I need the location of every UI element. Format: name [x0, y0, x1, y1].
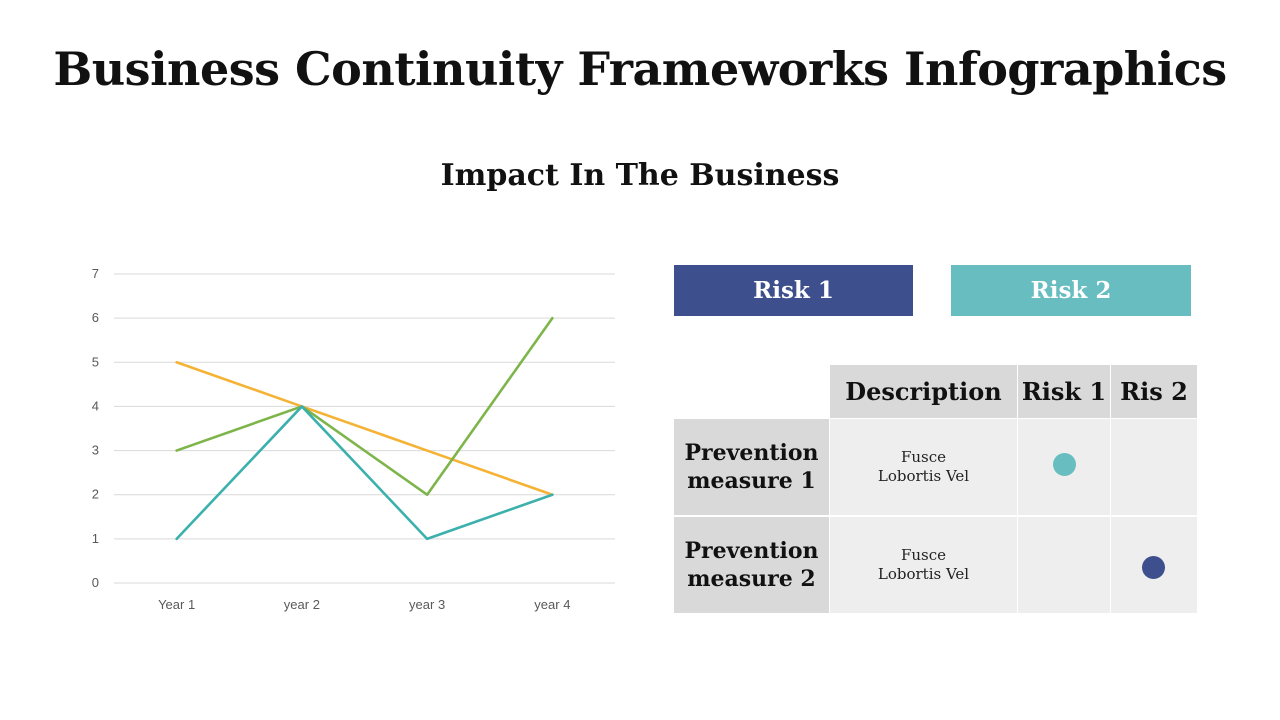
series-line-1: [175, 360, 554, 497]
row-2-label-line1: Prevention: [684, 538, 819, 564]
row-2-risk2-cell: [1111, 517, 1197, 613]
x-tick-label: year 4: [534, 597, 570, 612]
row-1-label-line2: measure 1: [687, 468, 816, 494]
row-1-desc-line2: Lobortis Vel: [877, 467, 970, 485]
header-risk2: Ris 2: [1111, 365, 1197, 418]
row-1-label-line1: Prevention: [684, 440, 819, 466]
y-tick-label: 2: [92, 487, 99, 502]
x-tick-label: year 2: [284, 597, 320, 612]
row-1-label: Prevention measure 1: [674, 419, 829, 515]
row-2-desc-line2: Lobortis Vel: [877, 565, 970, 583]
series-line-2: [175, 316, 554, 497]
row-2-risk1-cell: [1018, 517, 1110, 613]
x-tick-label: year 3: [409, 597, 445, 612]
row-1-risk2-cell: [1111, 419, 1197, 515]
y-tick-label: 0: [92, 575, 99, 590]
slide-title: Business Continuity Frameworks Infograph…: [53, 42, 1227, 96]
row-2-desc-line1: Fusce: [900, 546, 947, 564]
slide-subtitle: Impact In The Business: [440, 158, 840, 193]
y-tick-label: 4: [92, 398, 99, 413]
risk-2-button[interactable]: Risk 2: [951, 265, 1191, 316]
row-1-description: Fusce Lobortis Vel: [830, 419, 1017, 515]
row-2-label: Prevention measure 2: [674, 517, 829, 613]
header-description: Description: [830, 365, 1017, 418]
row-1-risk1-marker: [1052, 452, 1076, 476]
row-2-label-line2: measure 2: [687, 566, 816, 592]
line-chart: 0 1 2 3 4 5 6 7 Year 1 year 2 year 3 year 4: [92, 266, 615, 612]
row-1-risk1-cell: [1018, 419, 1110, 515]
risk-1-button[interactable]: Risk 1: [674, 265, 913, 316]
row-1-desc-line1: Fusce: [900, 448, 947, 466]
y-tick-label: 1: [92, 531, 99, 546]
x-tick-label: Year 1: [158, 597, 195, 612]
row-2-risk2-marker: [1141, 555, 1165, 579]
y-tick-label: 6: [92, 310, 99, 325]
y-tick-label: 7: [92, 266, 99, 281]
series-line-3: [175, 405, 554, 541]
header-risk1: Risk 1: [1018, 365, 1110, 418]
y-tick-label: 5: [92, 354, 99, 369]
y-tick-label: 3: [92, 443, 99, 458]
row-2-description: Fusce Lobortis Vel: [830, 517, 1017, 613]
